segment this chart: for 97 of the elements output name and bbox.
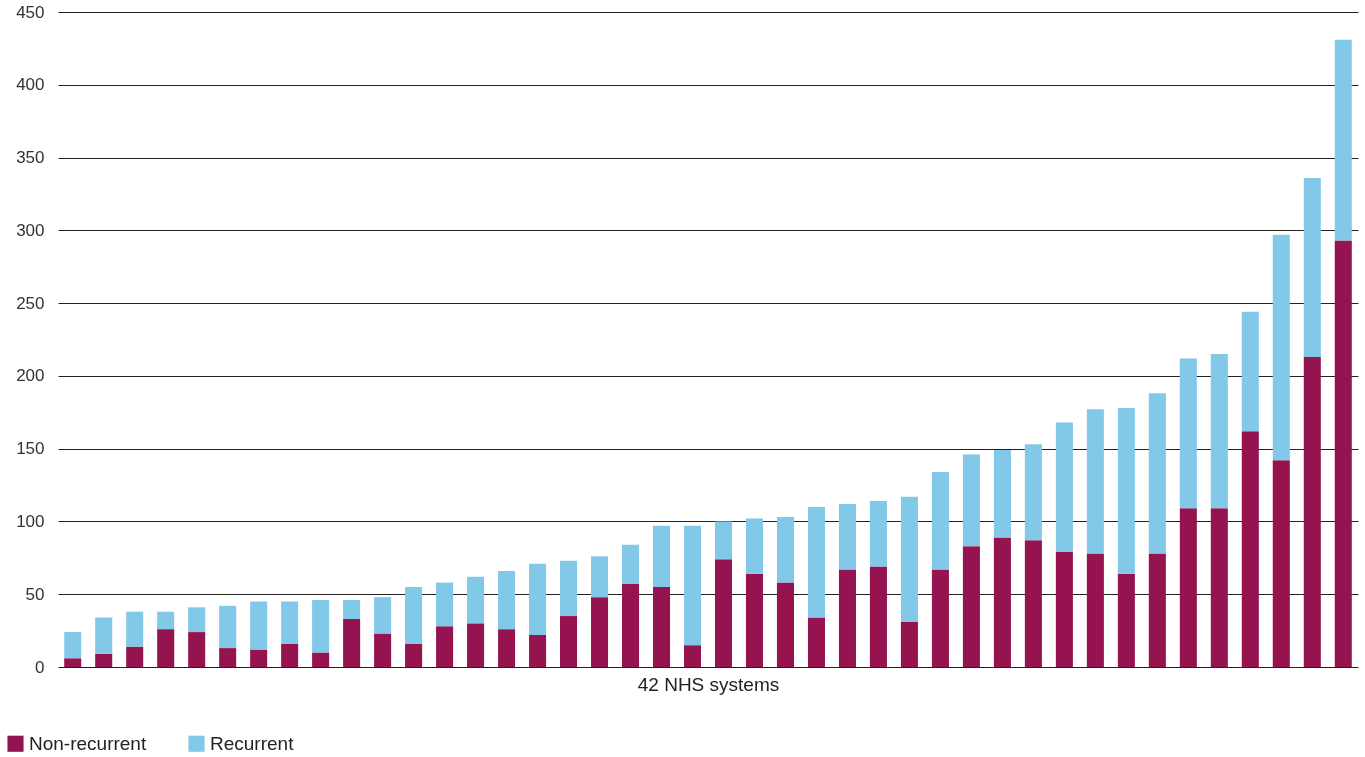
bar bbox=[1179, 358, 1197, 509]
y-tick-label: 350 bbox=[16, 148, 45, 168]
bar bbox=[652, 525, 671, 587]
x-axis-title: 42 NHS systems bbox=[637, 673, 780, 695]
bar bbox=[1210, 508, 1228, 667]
bar bbox=[467, 576, 485, 624]
y-tick-label: 200 bbox=[16, 366, 45, 386]
bar bbox=[931, 471, 949, 570]
bar bbox=[529, 563, 547, 635]
y-tick-label: 250 bbox=[16, 293, 45, 313]
bar bbox=[405, 586, 423, 644]
bar bbox=[219, 605, 237, 649]
bar bbox=[126, 646, 144, 667]
bar bbox=[838, 503, 856, 570]
bar bbox=[1086, 409, 1104, 554]
bar bbox=[343, 600, 361, 619]
bar bbox=[467, 623, 485, 667]
bar bbox=[1303, 356, 1321, 667]
bar bbox=[157, 611, 175, 630]
bar bbox=[900, 496, 918, 622]
bar bbox=[807, 506, 825, 618]
bar bbox=[1272, 234, 1290, 461]
legend-label: Recurrent bbox=[210, 732, 295, 754]
bar bbox=[64, 658, 82, 667]
legend-label: Non-recurrent bbox=[29, 732, 147, 754]
bar bbox=[126, 611, 144, 647]
bar bbox=[807, 617, 825, 667]
bar bbox=[745, 573, 764, 667]
bar bbox=[1055, 552, 1073, 667]
bar bbox=[312, 600, 330, 653]
bar bbox=[1241, 431, 1259, 667]
bar bbox=[1272, 460, 1290, 667]
bar bbox=[776, 517, 794, 583]
bar bbox=[714, 559, 733, 667]
bar bbox=[1117, 407, 1135, 574]
bar bbox=[683, 525, 702, 646]
y-tick-label: 100 bbox=[16, 511, 45, 531]
bar bbox=[529, 634, 547, 667]
bar bbox=[652, 586, 671, 667]
bar bbox=[1210, 354, 1228, 509]
bar bbox=[683, 645, 702, 667]
bar bbox=[64, 632, 82, 659]
y-tick-label: 300 bbox=[16, 220, 45, 240]
bar bbox=[1334, 240, 1352, 667]
bar bbox=[1148, 393, 1166, 554]
bar bbox=[838, 569, 856, 667]
bar bbox=[219, 648, 237, 667]
y-tick-label: 450 bbox=[16, 2, 45, 22]
bar bbox=[1241, 311, 1259, 432]
bar bbox=[281, 601, 299, 644]
bar bbox=[343, 618, 361, 667]
bar bbox=[281, 643, 299, 667]
bar bbox=[498, 629, 516, 667]
bar bbox=[436, 582, 454, 627]
bar bbox=[1148, 553, 1166, 667]
bar bbox=[900, 621, 918, 667]
bar bbox=[1024, 540, 1042, 667]
bar bbox=[312, 652, 330, 667]
bar bbox=[157, 629, 175, 667]
bar bbox=[869, 501, 887, 567]
bar bbox=[250, 649, 268, 667]
bar bbox=[188, 607, 206, 633]
bar bbox=[1334, 39, 1352, 241]
bar bbox=[1117, 573, 1135, 667]
bar bbox=[869, 566, 887, 667]
bar bbox=[374, 633, 392, 667]
bar bbox=[591, 556, 609, 598]
bar bbox=[560, 616, 578, 667]
bar bbox=[931, 569, 949, 667]
bar bbox=[250, 601, 268, 650]
bar bbox=[962, 546, 980, 667]
y-tick-label: 400 bbox=[16, 75, 45, 95]
bar bbox=[1303, 177, 1321, 357]
y-tick-label: 150 bbox=[16, 439, 45, 459]
bar bbox=[95, 653, 113, 667]
bar bbox=[560, 560, 578, 617]
bar bbox=[745, 518, 764, 574]
bar bbox=[1179, 508, 1197, 667]
bar bbox=[1086, 553, 1104, 667]
bar bbox=[776, 582, 794, 667]
y-tick-label: 50 bbox=[25, 584, 45, 604]
bar bbox=[993, 450, 1011, 538]
bar bbox=[993, 537, 1011, 667]
y-tick-label: 0 bbox=[35, 657, 45, 677]
bar bbox=[498, 570, 516, 630]
bar bbox=[622, 544, 640, 585]
bar bbox=[405, 643, 423, 667]
bar bbox=[591, 597, 609, 667]
bar bbox=[95, 617, 113, 654]
bar bbox=[714, 521, 733, 560]
bar bbox=[1055, 422, 1073, 553]
bar bbox=[622, 584, 640, 667]
bar bbox=[436, 626, 454, 667]
bar bbox=[188, 632, 206, 667]
bar bbox=[374, 597, 392, 634]
bar bbox=[1024, 444, 1042, 541]
bar bbox=[962, 454, 980, 547]
